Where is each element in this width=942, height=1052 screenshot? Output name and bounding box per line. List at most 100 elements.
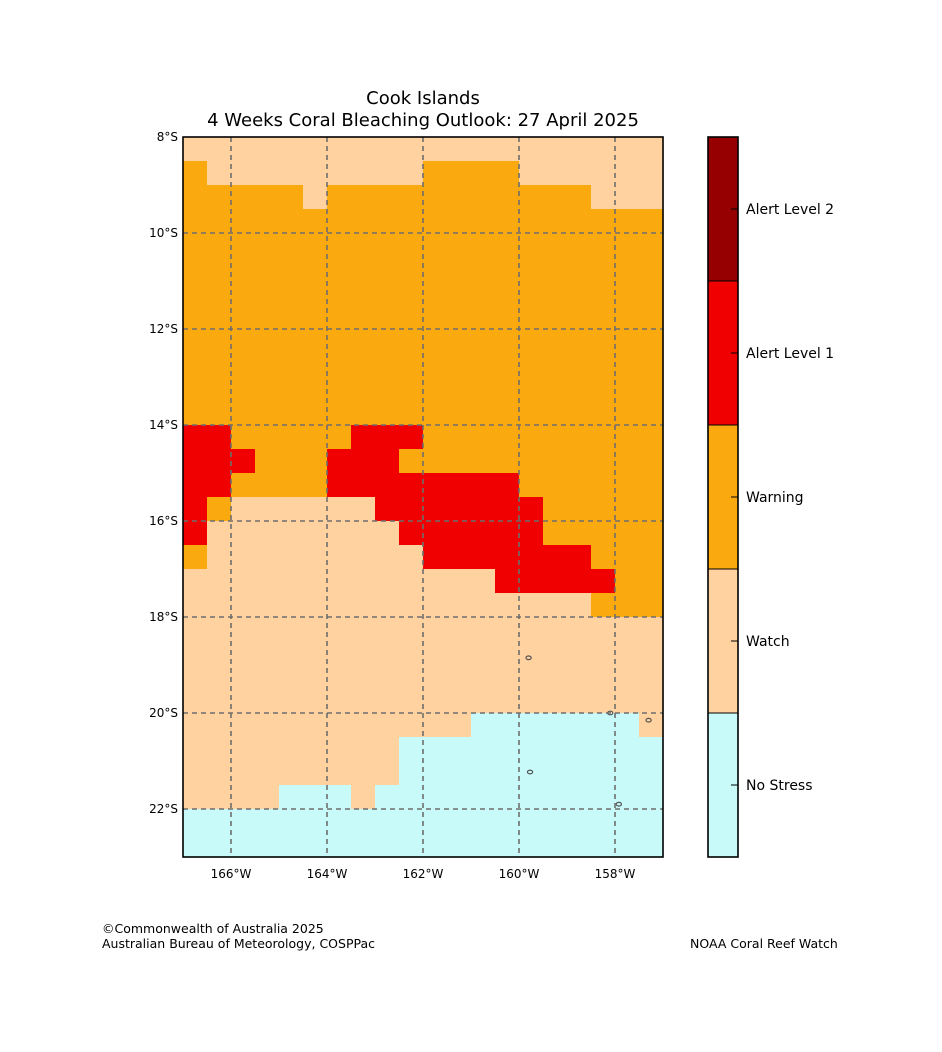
outlook-cell-no-stress: [591, 833, 616, 858]
outlook-cell-watch: [279, 689, 304, 714]
outlook-cell-watch: [327, 545, 352, 570]
outlook-cell-warning: [591, 377, 616, 402]
outlook-cell-no-stress: [543, 737, 568, 762]
outlook-cell-watch: [639, 617, 664, 642]
outlook-cell-no-stress: [471, 833, 496, 858]
outlook-cell-warning: [495, 257, 520, 282]
outlook-cell-no-stress: [279, 785, 304, 810]
outlook-cell-no-stress: [183, 833, 208, 858]
outlook-cell-no-stress: [231, 833, 256, 858]
outlook-cell-watch: [495, 665, 520, 690]
outlook-cell-no-stress: [495, 785, 520, 810]
outlook-cell-warning: [279, 305, 304, 330]
outlook-cell-warning: [639, 353, 664, 378]
outlook-cell-warning: [255, 305, 280, 330]
outlook-cell-no-stress: [591, 809, 616, 834]
outlook-cell-warning: [327, 425, 352, 450]
outlook-cell-no-stress: [375, 809, 400, 834]
outlook-cell-watch: [231, 137, 256, 162]
outlook-cell-watch: [615, 161, 640, 186]
outlook-cell-warning: [375, 401, 400, 426]
title-outlook: 4 Weeks Coral Bleaching Outlook: 27 Apri…: [207, 110, 639, 131]
outlook-cell-alert-level-1: [327, 449, 352, 474]
outlook-cell-watch: [447, 617, 472, 642]
outlook-cell-watch: [207, 161, 232, 186]
outlook-cell-warning: [543, 425, 568, 450]
outlook-cell-warning: [375, 233, 400, 258]
outlook-cell-alert-level-1: [495, 473, 520, 498]
bureau-line: Australian Bureau of Meteorology, COSPPa…: [102, 936, 375, 951]
outlook-cell-watch: [255, 641, 280, 666]
outlook-cell-warning: [495, 401, 520, 426]
outlook-cell-watch: [495, 137, 520, 162]
outlook-cell-watch: [231, 665, 256, 690]
longitude-tick-label: 164°W: [307, 867, 348, 881]
outlook-cell-watch: [399, 569, 424, 594]
outlook-cell-warning: [567, 185, 592, 210]
outlook-cell-watch: [399, 641, 424, 666]
outlook-cell-watch: [303, 137, 328, 162]
outlook-cell-warning: [471, 281, 496, 306]
outlook-cell-alert-level-1: [567, 545, 592, 570]
outlook-cell-alert-level-1: [399, 497, 424, 522]
outlook-cell-watch: [351, 569, 376, 594]
outlook-cell-watch: [375, 569, 400, 594]
outlook-cell-watch: [231, 497, 256, 522]
outlook-cell-warning: [375, 377, 400, 402]
outlook-cell-warning: [447, 233, 472, 258]
outlook-cell-watch: [495, 689, 520, 714]
copyright-credit: ©Commonwealth of Australia 2025 Australi…: [102, 921, 375, 951]
outlook-cell-watch: [279, 593, 304, 618]
outlook-cell-watch: [303, 497, 328, 522]
outlook-cell-warning: [519, 209, 544, 234]
outlook-cell-warning: [399, 377, 424, 402]
outlook-cell-no-stress: [591, 713, 616, 738]
outlook-cell-warning: [303, 401, 328, 426]
outlook-cell-warning: [231, 377, 256, 402]
outlook-cell-warning: [423, 257, 448, 282]
outlook-cell-watch: [255, 761, 280, 786]
outlook-cell-watch: [279, 161, 304, 186]
outlook-cell-no-stress: [399, 809, 424, 834]
outlook-cell-warning: [279, 233, 304, 258]
outlook-cell-watch: [423, 593, 448, 618]
outlook-cell-alert-level-1: [543, 569, 568, 594]
outlook-cell-alert-level-1: [399, 425, 424, 450]
outlook-cell-warning: [495, 233, 520, 258]
outlook-cell-watch: [591, 617, 616, 642]
outlook-cell-no-stress: [543, 785, 568, 810]
outlook-cell-watch: [519, 137, 544, 162]
outlook-cell-watch: [495, 641, 520, 666]
outlook-cell-warning: [543, 185, 568, 210]
outlook-cell-no-stress: [327, 785, 352, 810]
outlook-cell-alert-level-1: [471, 545, 496, 570]
outlook-cell-alert-level-1: [423, 473, 448, 498]
outlook-cell-watch: [423, 641, 448, 666]
outlook-cell-alert-level-1: [543, 545, 568, 570]
outlook-cell-watch: [255, 569, 280, 594]
outlook-cell-watch: [399, 713, 424, 738]
outlook-cell-no-stress: [327, 809, 352, 834]
outlook-cell-no-stress: [447, 761, 472, 786]
outlook-cell-warning: [495, 377, 520, 402]
outlook-cell-watch: [639, 185, 664, 210]
outlook-cell-watch: [255, 689, 280, 714]
outlook-cell-watch: [351, 521, 376, 546]
outlook-cell-watch: [519, 593, 544, 618]
outlook-cell-watch: [543, 641, 568, 666]
outlook-cell-warning: [183, 281, 208, 306]
outlook-cell-watch: [399, 161, 424, 186]
outlook-cell-warning: [375, 257, 400, 282]
outlook-cell-warning: [471, 257, 496, 282]
outlook-cell-watch: [327, 689, 352, 714]
outlook-cell-watch: [303, 545, 328, 570]
outlook-cell-warning: [279, 257, 304, 282]
latitude-tick-label: 22°S: [149, 802, 178, 816]
outlook-cell-watch: [183, 593, 208, 618]
outlook-cell-watch: [447, 665, 472, 690]
outlook-cell-watch: [231, 617, 256, 642]
outlook-cell-alert-level-1: [447, 497, 472, 522]
outlook-cell-no-stress: [255, 833, 280, 858]
outlook-cell-watch: [327, 641, 352, 666]
outlook-cell-watch: [255, 713, 280, 738]
